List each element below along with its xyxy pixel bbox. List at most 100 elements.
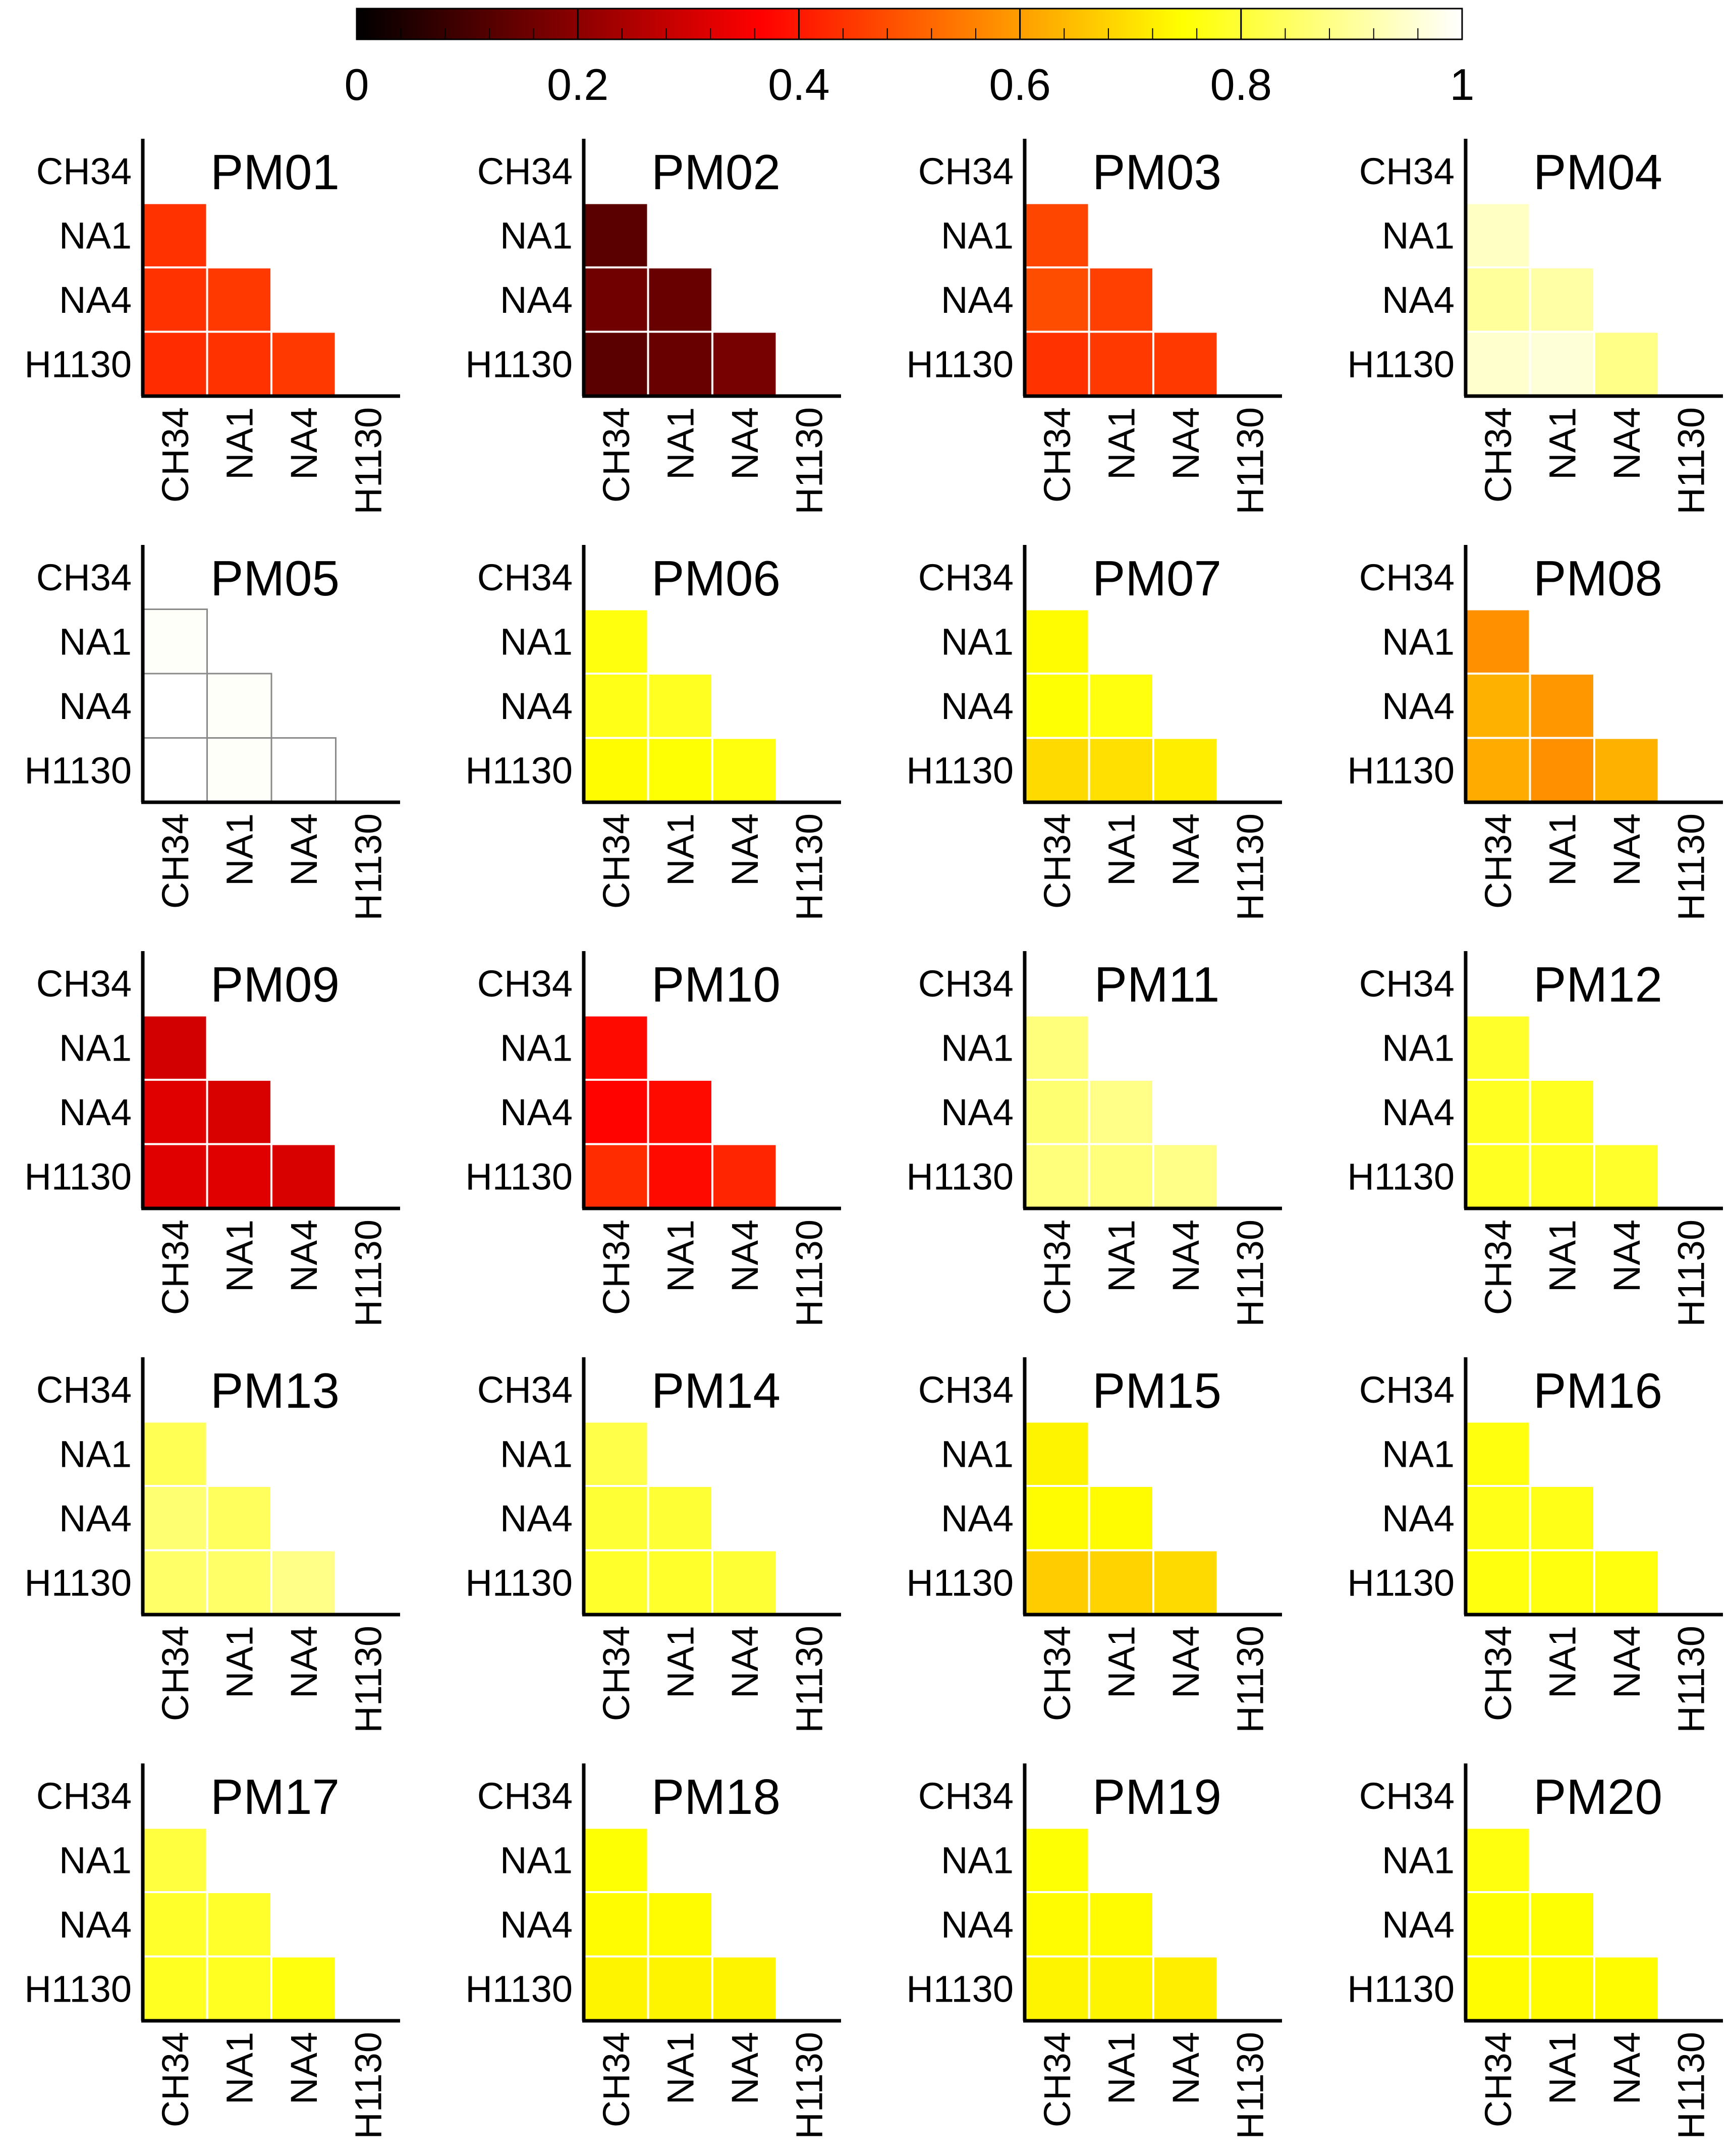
panel-title: PM02 bbox=[651, 144, 780, 200]
x-tick-label: CH34 bbox=[595, 813, 637, 909]
heatmap-cell bbox=[711, 330, 778, 397]
heatmap-cell bbox=[1529, 673, 1595, 739]
heatmap-cell bbox=[583, 330, 649, 397]
y-tick-label: H1130 bbox=[465, 1155, 573, 1197]
heatmap-cell bbox=[647, 266, 713, 333]
x-tick-label: CH34 bbox=[154, 813, 196, 909]
heatmap-cell bbox=[270, 1143, 337, 1209]
heatmap-cell bbox=[647, 1955, 713, 2022]
panel-pm08: PM08 CH34 NA1 NA4 H1130 CH34 NA1 NA4 H1130 bbox=[1347, 545, 1723, 921]
y-tick-label: NA4 bbox=[500, 1498, 573, 1539]
y-tick-label: CH34 bbox=[1359, 557, 1455, 598]
y-tick-label: H1130 bbox=[1347, 1562, 1455, 1604]
panel-title: PM18 bbox=[651, 1769, 780, 1825]
x-tick-label: NA4 bbox=[1606, 1220, 1648, 1292]
y-tick-label: NA4 bbox=[1382, 1498, 1455, 1539]
heatmap-cell bbox=[1465, 1827, 1531, 1893]
heatmap-cell bbox=[1152, 1143, 1219, 1209]
y-tick-label: NA4 bbox=[941, 685, 1014, 727]
y-tick-label: H1130 bbox=[465, 749, 573, 791]
x-tick-label: H1130 bbox=[788, 813, 830, 921]
y-tick-label: CH34 bbox=[477, 150, 573, 192]
x-tick-label: NA4 bbox=[283, 1220, 325, 1292]
y-tick-label: H1130 bbox=[906, 749, 1014, 791]
heatmap-cell bbox=[206, 330, 272, 397]
heatmap-cell bbox=[1088, 1079, 1154, 1145]
heatmap-cell bbox=[142, 202, 208, 268]
heatmap-cell bbox=[142, 330, 208, 397]
y-tick-label: NA1 bbox=[59, 1433, 132, 1475]
x-tick-label: H1130 bbox=[347, 813, 389, 921]
y-tick-label: CH34 bbox=[918, 963, 1014, 1005]
heatmap-cell bbox=[1593, 1143, 1660, 1209]
panel-title: PM14 bbox=[651, 1363, 780, 1418]
y-tick-label: CH34 bbox=[477, 1775, 573, 1817]
y-tick-label: NA4 bbox=[1382, 1091, 1455, 1133]
panel-title: PM09 bbox=[210, 957, 340, 1012]
y-tick-label: NA1 bbox=[1382, 1839, 1455, 1881]
heatmap-cell bbox=[1465, 330, 1531, 397]
x-tick-label: NA1 bbox=[218, 407, 260, 480]
x-tick-label: NA4 bbox=[724, 1626, 766, 1698]
heatmap-cell bbox=[142, 1143, 208, 1209]
heatmap-cell bbox=[142, 609, 208, 675]
heatmap-cell bbox=[583, 1079, 649, 1145]
y-tick-label: NA4 bbox=[59, 1498, 132, 1539]
y-tick-label: NA1 bbox=[500, 214, 573, 256]
y-tick-label: H1130 bbox=[906, 1155, 1014, 1197]
y-tick-label: NA4 bbox=[500, 685, 573, 727]
heatmap-cell bbox=[583, 1955, 649, 2022]
panel-pm11: PM11 CH34 NA1 NA4 H1130 CH34 NA1 NA4 H1130 bbox=[906, 951, 1282, 1327]
heatmap-cell bbox=[1593, 1955, 1660, 2022]
x-tick-label: NA4 bbox=[283, 1626, 325, 1698]
heatmap-cell bbox=[142, 1079, 208, 1145]
panel-title: PM10 bbox=[651, 957, 780, 1012]
x-tick-label: NA1 bbox=[218, 813, 260, 886]
heatmap-cell bbox=[583, 1549, 649, 1616]
heatmap-cell bbox=[647, 1891, 713, 1958]
y-tick-label: CH34 bbox=[1359, 150, 1455, 192]
y-tick-label: H1130 bbox=[24, 343, 132, 385]
panel-pm15: PM15 CH34 NA1 NA4 H1130 CH34 NA1 NA4 H1130 bbox=[906, 1357, 1282, 1733]
x-tick-label: CH34 bbox=[154, 407, 196, 503]
heatmap-cell bbox=[1529, 1143, 1595, 1209]
panel-title: PM01 bbox=[210, 144, 340, 200]
y-tick-label: NA1 bbox=[1382, 1027, 1455, 1069]
x-tick-label: NA4 bbox=[724, 2032, 766, 2105]
colorbar: 0 0.2 0.4 0.6 0.8 1 bbox=[345, 8, 1474, 109]
heatmap-cell bbox=[1088, 673, 1154, 739]
x-tick-label: H1130 bbox=[788, 1220, 830, 1327]
heatmap-cell bbox=[1024, 1827, 1090, 1893]
x-tick-label: CH34 bbox=[154, 2032, 196, 2127]
panel-pm10: PM10 CH34 NA1 NA4 H1130 CH34 NA1 NA4 H1130 bbox=[465, 951, 841, 1327]
heatmap-cell bbox=[142, 1485, 208, 1552]
heatmap-cell bbox=[1465, 673, 1531, 739]
heatmap-cell bbox=[206, 737, 272, 803]
x-tick-label: H1130 bbox=[788, 2032, 830, 2139]
x-tick-label: NA4 bbox=[724, 1220, 766, 1292]
heatmap-cell bbox=[1088, 737, 1154, 803]
x-tick-label: NA1 bbox=[218, 2032, 260, 2105]
y-tick-label: NA4 bbox=[59, 1904, 132, 1946]
x-tick-label: NA1 bbox=[1541, 2032, 1583, 2105]
panel-pm17: PM17 CH34 NA1 NA4 H1130 CH34 NA1 NA4 H1130 bbox=[24, 1763, 400, 2139]
heatmap-cell bbox=[583, 608, 649, 675]
y-tick-label: NA4 bbox=[59, 1091, 132, 1133]
y-tick-label: NA4 bbox=[1382, 1904, 1455, 1946]
x-tick-label: NA1 bbox=[1541, 407, 1583, 480]
heatmap-cell bbox=[583, 673, 649, 739]
y-tick-label: H1130 bbox=[465, 343, 573, 385]
heatmap-cell bbox=[1024, 1485, 1090, 1552]
heatmap-cell bbox=[270, 1549, 337, 1616]
heatmap-cell bbox=[583, 1143, 649, 1209]
y-tick-label: H1130 bbox=[24, 1155, 132, 1197]
y-tick-label: NA1 bbox=[500, 1027, 573, 1069]
x-tick-label: H1130 bbox=[1670, 2032, 1712, 2139]
heatmap-cell bbox=[1024, 1549, 1090, 1616]
x-tick-label: NA4 bbox=[283, 2032, 325, 2105]
heatmap-cell bbox=[1024, 737, 1090, 803]
y-tick-label: NA4 bbox=[500, 1091, 573, 1133]
panel-title: PM16 bbox=[1533, 1363, 1662, 1418]
y-tick-label: H1130 bbox=[465, 1562, 573, 1604]
